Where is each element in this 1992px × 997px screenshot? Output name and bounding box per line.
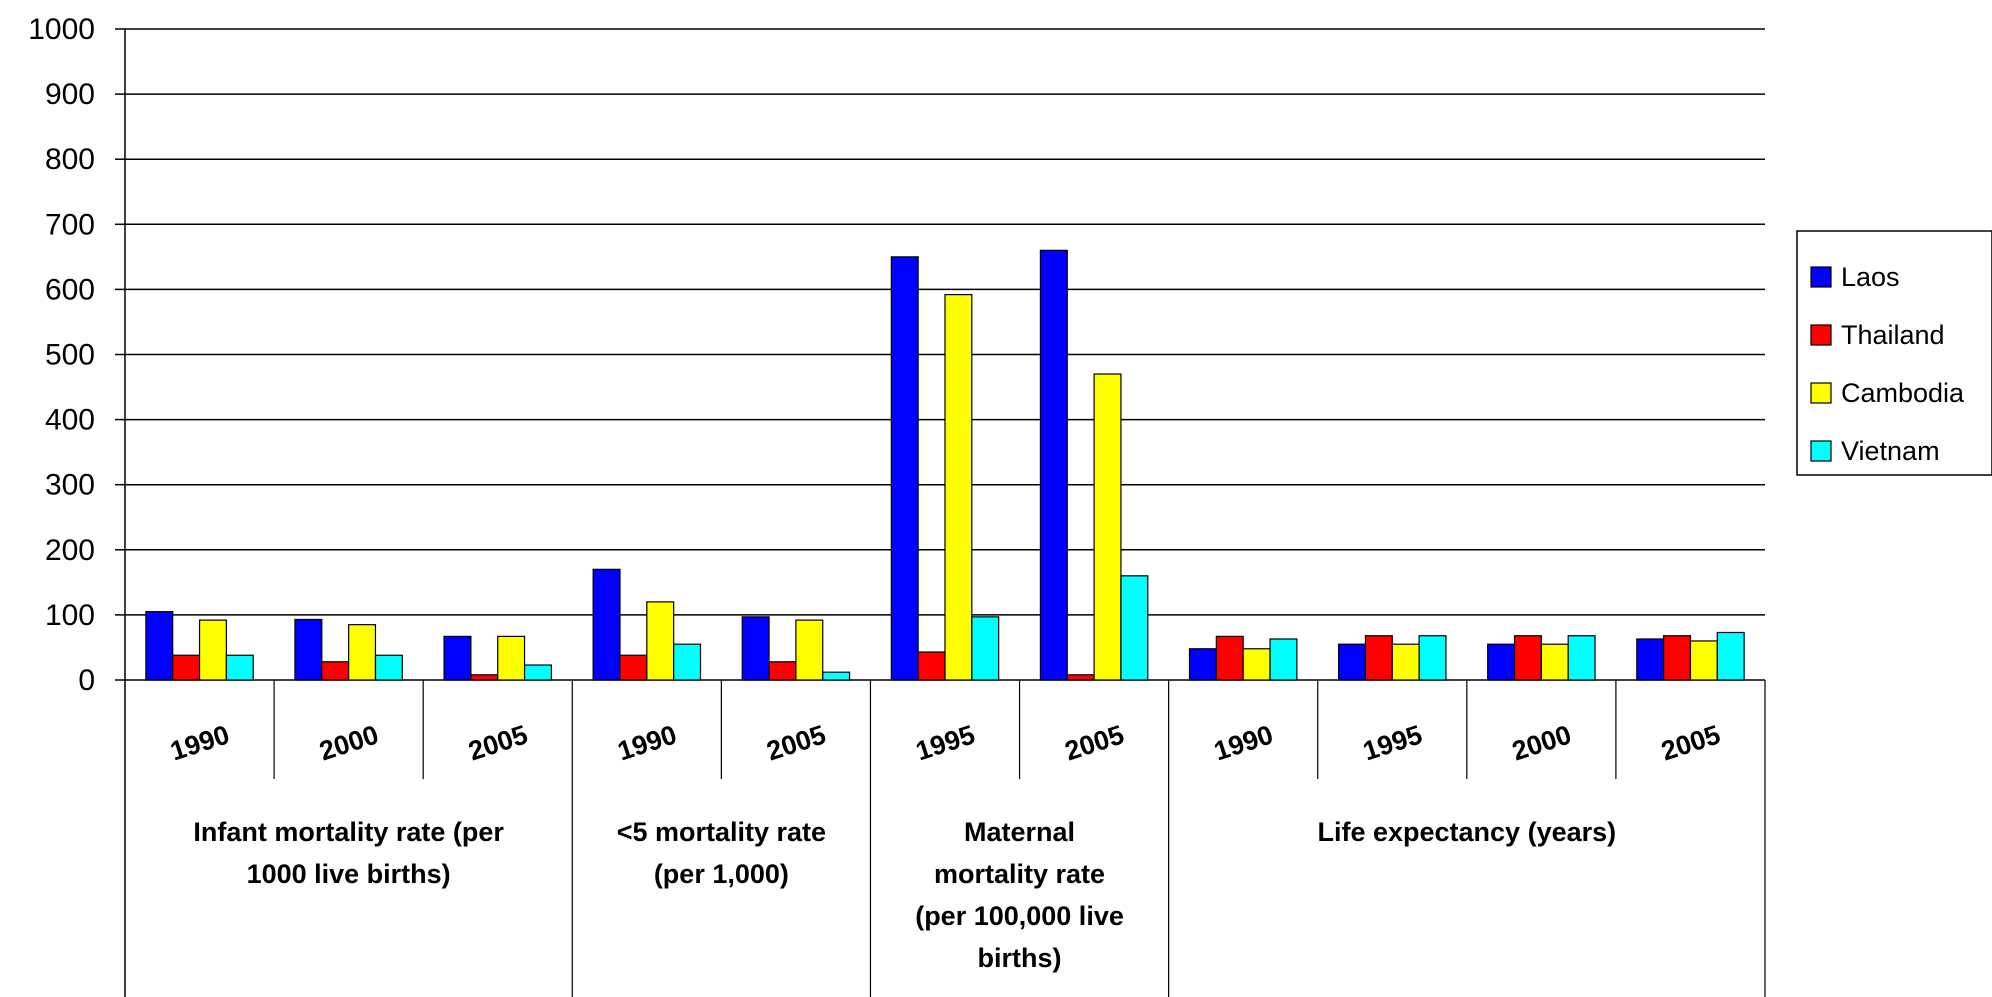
bar-thailand-2 [470,674,499,681]
bar-vietnam-2 [523,664,553,681]
legend-swatch-vietnam [1810,440,1832,462]
bar-laos-6 [1039,249,1068,681]
bar-cambodia-8 [1391,643,1420,681]
bar-thailand-6 [1066,674,1095,681]
legend-label-thailand: Thailand [1841,320,1945,350]
group-label: Maternal [964,817,1075,847]
bar-cambodia-3 [646,601,675,681]
bar-laos-1 [294,618,323,681]
bar-vietnam-4 [822,671,851,681]
bar-cambodia-5 [944,294,973,681]
bar-cambodia-10 [1689,640,1718,681]
bar-vietnam-3 [673,643,702,681]
bar-laos-0 [145,611,174,681]
bar-thailand-4 [768,661,797,681]
bar-vietnam-6 [1120,575,1149,681]
y-tick-label: 300 [45,469,95,502]
group-label: (per 1,000) [654,859,789,889]
x-tick-label: 1995 [912,719,978,766]
category-axis: 1990 2000 2005 Infant mortality rate (per 10… [167,680,1766,997]
legend-label-laos: Laos [1841,262,1900,292]
x-tick-label: 2005 [1658,719,1724,766]
group-label: mortality rate [934,859,1105,889]
x-tick-label: 1990 [167,719,233,766]
legend-label-cambodia: Cambodia [1841,378,1965,408]
bar-laos-8 [1337,643,1367,681]
bar-vietnam-8 [1418,635,1447,681]
x-tick-label: 1990 [1210,719,1276,766]
bar-laos-7 [1188,648,1217,681]
x-tick-label: 1990 [614,719,680,766]
bar-thailand-3 [619,654,648,681]
legend-swatch-laos [1810,266,1832,288]
legend-label-vietnam: Vietnam [1841,436,1940,466]
bar-cambodia-1 [348,624,377,681]
bars [145,249,1745,681]
y-tick-label: 400 [45,404,95,437]
y-tick-label: 600 [45,273,95,306]
y-tick-label: 200 [45,534,95,567]
group-label: 1000 live births) [247,859,451,889]
bar-laos-2 [443,635,472,681]
y-tick-label: 700 [45,208,95,241]
group-label: births) [978,943,1062,973]
bar-laos-9 [1487,643,1516,681]
x-tick-label: 2005 [1061,719,1127,766]
group-label: (per 100,000 live [915,901,1124,931]
y-tick-label: 800 [45,143,95,176]
bar-cambodia-7 [1242,648,1271,681]
legend-swatch-cambodia [1810,382,1832,404]
bar-thailand-8 [1364,635,1393,681]
y-tick-label: 500 [45,339,95,372]
y-tick-label: 0 [78,664,95,697]
bar-thailand-5 [917,651,946,681]
bar-cambodia-4 [795,619,824,681]
x-tick-label: 2005 [763,719,829,766]
x-tick-label: 2000 [1508,719,1574,766]
y-tick-label: 100 [45,599,95,632]
bar-cambodia-9 [1540,643,1569,681]
bar-thailand-0 [172,654,201,681]
bar-vietnam-0 [225,654,254,681]
bar-cambodia-0 [198,619,227,681]
legend: Laos Thailand Cambodia Vietnam [1796,230,1992,476]
bar-laos-10 [1636,638,1665,681]
bar-vietnam-10 [1716,631,1745,681]
y-tick-label: 900 [45,78,95,111]
bar-thailand-10 [1663,635,1692,681]
bar-thailand-1 [321,661,350,681]
x-tick-label: 2005 [465,719,531,766]
axes: 0 100 200 300 400 500 600 700 800 900 1000 [28,13,1765,997]
x-tick-label: 2000 [316,719,382,766]
bar-cambodia-6 [1093,373,1122,681]
group-label: Life expectancy (years) [1317,817,1616,847]
bar-thailand-7 [1215,635,1244,681]
x-tick-label: 1995 [1359,719,1425,766]
bar-laos-5 [890,256,919,681]
y-tick-label: 1000 [28,13,95,46]
group-label: Infant mortality rate (per [193,817,504,847]
legend-swatch-thailand [1810,324,1832,346]
bar-laos-3 [592,568,621,681]
bar-cambodia-2 [497,635,526,681]
bar-thailand-9 [1513,635,1542,681]
bar-laos-4 [741,616,770,681]
bar-vietnam-9 [1567,635,1596,681]
bar-vietnam-1 [374,654,403,681]
group-label: <5 mortality rate [617,817,826,847]
bar-vietnam-5 [971,616,1000,681]
bar-vietnam-7 [1269,638,1298,681]
